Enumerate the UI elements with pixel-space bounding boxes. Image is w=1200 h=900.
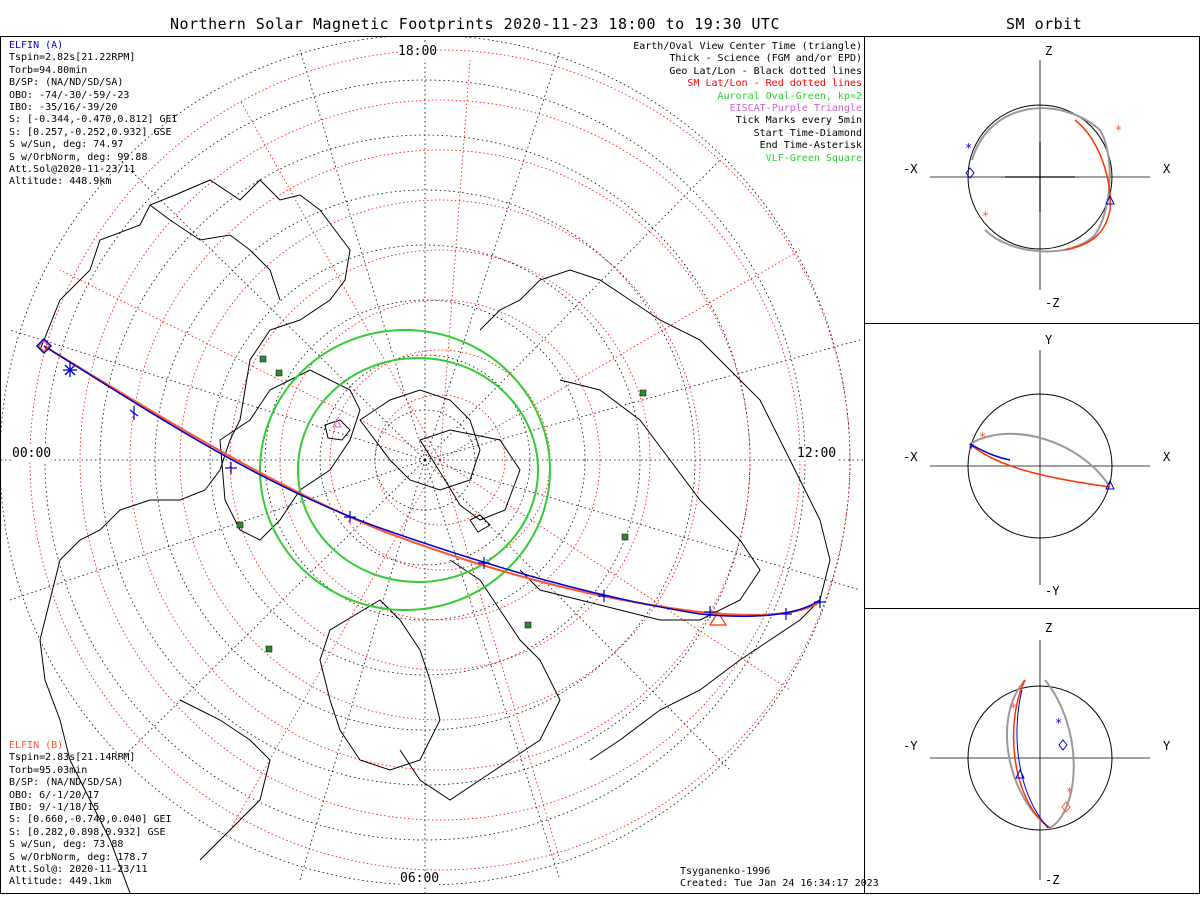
elfin-a-line: Torb=94.80min	[9, 64, 88, 76]
elfin-b-line: OBO: 6/-1/20/17	[9, 789, 100, 801]
time-label-top: 18:00	[398, 44, 438, 59]
legend-item: Thick - Science (FGM and/or EPD)	[669, 53, 862, 65]
elfin-a-ticks	[129, 406, 826, 620]
elfin-a-line: B/SP: (NA/ND/SD/SA)	[9, 77, 124, 89]
elfin-b-line: S: [0.660,-0.749,0.040] GEI	[9, 814, 172, 826]
legend-item: VLF-Green Square	[765, 152, 862, 164]
legend-item: Auroral Oval-Green, kp=2	[717, 90, 863, 102]
svg-text:*: *	[1115, 123, 1122, 137]
orbit-1-top: Z	[1045, 44, 1053, 58]
svg-text:*: *	[1010, 701, 1017, 715]
orbit-2-top: Y	[1045, 333, 1053, 347]
elfin-a-line: Att.Sol@2020-11-23/11	[9, 164, 136, 176]
elfin-a-line: Altitude: 448.9km	[9, 176, 112, 188]
elfin-a-line: S: [0.257,-0.252,0.932] GSE	[9, 126, 172, 138]
elfin-a-info: ELFIN (A) Tspin=2.82s[21.22RPM] Torb=94.…	[9, 40, 178, 189]
legend-item: End Time-Asterisk	[759, 140, 862, 152]
time-label-left: 00:00	[12, 446, 52, 461]
orbit-2-bottom: -Y	[1045, 584, 1060, 598]
orbit-1-left: -X	[903, 162, 918, 176]
orbit-3-right: Y	[1163, 739, 1171, 753]
eiscat-triangle	[332, 417, 342, 428]
elfin-a-track	[43, 345, 821, 618]
elfin-b-line: Tspin=2.83s[21.14RPM]	[9, 752, 136, 764]
elfin-a-line: S w/Sun, deg: 74.97	[9, 139, 124, 151]
elfin-a-line: OBO: -74/-30/-59/-23	[9, 89, 130, 101]
orbit-panel-xy: * *	[930, 350, 1150, 585]
legend-item: Geo Lat/Lon - Black dotted lines	[669, 65, 862, 77]
legend-item: SM Lat/Lon - Red dotted lines	[687, 78, 862, 90]
svg-text:*: *	[982, 209, 989, 223]
svg-text:*: *	[1055, 716, 1062, 730]
elfin-b-line: Torb=95.03min	[9, 764, 88, 776]
elfin-b-line: B/SP: (NA/ND/SD/SA)	[9, 777, 124, 789]
orbit-1-bottom: -Z	[1045, 296, 1060, 310]
start-markers	[35, 337, 77, 377]
continents	[39, 179, 831, 893]
view-center-triangle	[708, 610, 728, 626]
elfin-a-line: Tspin=2.82s[21.22RPM]	[9, 52, 136, 64]
orbit-panel-xz: * * *	[930, 60, 1150, 290]
elfin-a-name: ELFIN (A)	[9, 40, 64, 51]
model-label: Tsyganenko-1996	[680, 866, 771, 877]
orbit-1-right: X	[1163, 162, 1171, 176]
elfin-b-line: IBO: 9/-1/18/15	[9, 802, 100, 814]
orbit-panel-yz: * * *	[930, 640, 1150, 880]
elfin-b-name: ELFIN (B)	[9, 740, 64, 751]
auroral-oval	[259, 329, 551, 611]
elfin-a-line: S w/OrbNorm, deg: 99.88	[9, 151, 148, 163]
elfin-b-info: ELFIN (B) Tspin=2.83s[21.14RPM] Torb=95.…	[9, 740, 172, 889]
orbit-2-right: X	[1163, 450, 1171, 464]
elfin-a-line: S: [-0.344,-0.470,0.812] GEI	[9, 114, 178, 126]
orbit-3-top: Z	[1045, 621, 1053, 635]
map-footer: Tsyganenko-1996 Created: Tue Jan 24 16:3…	[680, 866, 879, 891]
legend: Earth/Oval View Center Time (triangle) T…	[633, 41, 862, 165]
legend-item: Tick Marks every 5min	[735, 115, 862, 127]
svg-text:*: *	[965, 141, 972, 155]
elfin-b-line: S: [0.282,0.898,0.932] GSE	[9, 826, 166, 838]
svg-text:*: *	[979, 430, 986, 444]
orbit-3-left: -Y	[903, 739, 918, 753]
elfin-b-line: Att.Sol@: 2020-11-23/11	[9, 864, 148, 876]
main-title: Northern Solar Magnetic Footprints 2020-…	[170, 15, 780, 33]
vlf-stations	[236, 355, 647, 653]
time-label-bottom: 06:00	[400, 871, 440, 886]
time-label-right: 12:00	[797, 446, 837, 461]
svg-text:*: *	[1066, 785, 1073, 799]
elfin-b-line: Altitude: 449.1km	[9, 876, 112, 888]
created-label: Created: Tue Jan 24 16:34:17 2023	[680, 878, 879, 890]
orbit-2-left: -X	[903, 450, 918, 464]
elfin-a-line: IBO: -35/16/-39/20	[9, 102, 118, 114]
orbit-3-bottom: -Z	[1045, 873, 1060, 887]
elfin-b-line: S w/Sun, deg: 73.88	[9, 839, 124, 851]
legend-item: EISCAT-Purple Triangle	[729, 103, 862, 115]
elfin-b-line: S w/OrbNorm, deg: 178.7	[9, 851, 148, 863]
side-title: SM orbit	[1006, 15, 1083, 33]
legend-item: Start Time-Diamond	[753, 127, 862, 139]
legend-item: Earth/Oval View Center Time (triangle)	[633, 41, 862, 52]
svg-text:*: *	[968, 441, 975, 455]
elfin-b-track	[43, 345, 821, 616]
